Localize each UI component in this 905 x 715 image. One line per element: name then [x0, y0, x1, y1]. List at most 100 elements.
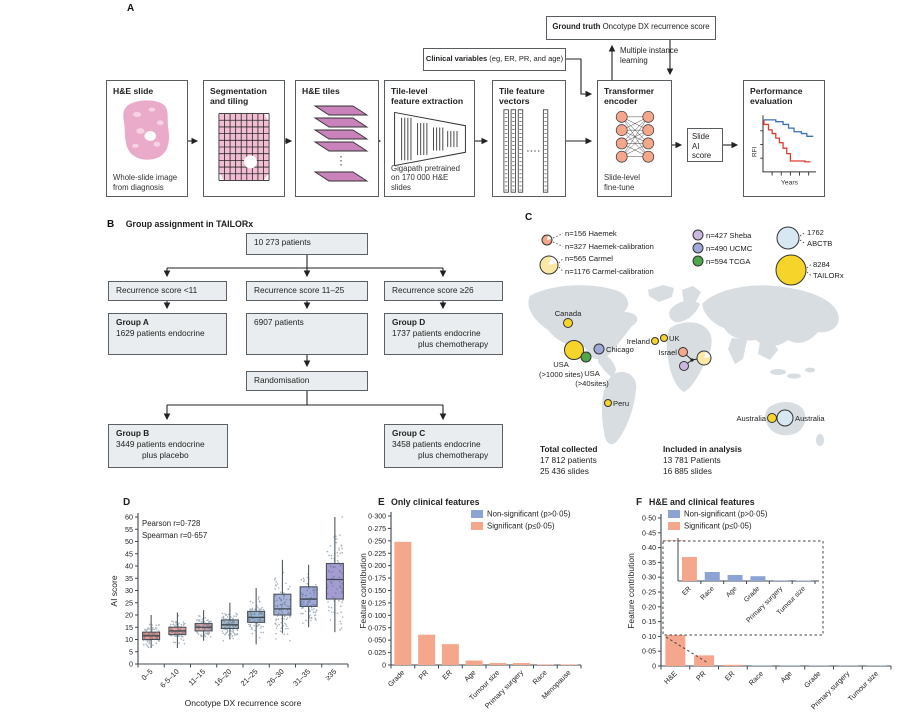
tissue-slide-icon	[123, 100, 170, 160]
svg-text:11–15: 11–15	[187, 667, 208, 688]
group-c-title: Group C	[392, 428, 426, 438]
svg-text:n=594 TCGA: n=594 TCGA	[706, 257, 751, 266]
inset-bar	[750, 576, 766, 581]
map-site	[679, 361, 689, 371]
svg-text:ABCTB: ABCTB	[807, 239, 832, 248]
bar	[560, 664, 578, 665]
bar	[780, 665, 801, 666]
svg-text:D: D	[123, 497, 130, 508]
svg-text:Ireland: Ireland	[627, 337, 650, 346]
svg-text:Spearman r=0·657: Spearman r=0·657	[142, 531, 207, 540]
clinical-variables-rest: (eg, ER, PR, and age)	[487, 54, 564, 63]
svg-text:Australia: Australia	[795, 414, 825, 423]
legend-item: 8284 TAILORx	[775, 254, 844, 286]
svg-text:0·30: 0·30	[642, 575, 656, 582]
svg-text:n=1176 Carmel-calibration: n=1176 Carmel-calibration	[565, 267, 654, 276]
continents	[528, 285, 839, 446]
box-plot-box	[194, 610, 213, 641]
map-site: Australia	[776, 409, 825, 427]
svg-text:60: 60	[125, 513, 133, 522]
svg-text:Age: Age	[778, 669, 793, 684]
group-c-line: 3458 patients endocrine	[392, 438, 481, 449]
barchart-he-clinical: F H&E and clinical features 0 0·05 0·10 0·15 0…	[626, 497, 892, 711]
svg-text:16–20: 16–20	[212, 667, 233, 688]
inset-bar	[796, 580, 812, 581]
svg-text:1762: 1762	[807, 228, 824, 237]
svg-text:10: 10	[125, 635, 133, 644]
svg-text:0·40: 0·40	[642, 545, 656, 552]
svg-text:ER: ER	[681, 585, 693, 597]
node-total-patients: 10 273 patients	[246, 233, 368, 255]
node-rs-low: Recurrence score <11	[108, 281, 227, 301]
step-feature-extraction: Tile-level feature extraction Gigapath p…	[384, 80, 475, 197]
mil-label: Multiple instance learning	[620, 46, 679, 65]
svg-text:Chicago: Chicago	[606, 345, 634, 354]
svg-text:Australia: Australia	[736, 414, 766, 423]
svg-text:n=327 Haemek-calibration: n=327 Haemek-calibration	[565, 242, 654, 251]
svg-text:0·10: 0·10	[642, 634, 656, 641]
totals-analysis: Included in analysis 13 781 Patients 16 …	[663, 444, 793, 477]
svg-text:F: F	[636, 497, 642, 508]
svg-text:n=490 UCMC: n=490 UCMC	[706, 244, 753, 253]
group-a-line: 1629 patients endocrine	[116, 327, 205, 338]
svg-text:0·200: 0·200	[368, 563, 386, 570]
clinical-variables-box: Clinical variables (eg, ER, PR, and age)	[423, 48, 566, 71]
scatter-points	[300, 573, 318, 625]
svg-text:0·075: 0·075	[368, 625, 386, 632]
step-title: H&E tiles	[302, 86, 340, 96]
svg-text:0·50: 0·50	[642, 516, 656, 523]
svg-text:Age: Age	[462, 668, 477, 683]
step-he-tiles: H&E tiles	[295, 80, 379, 197]
group-d-title: Group D	[392, 317, 426, 327]
legend-item: n=427 Sheba	[692, 229, 752, 241]
svg-text:0·25: 0·25	[642, 590, 656, 597]
svg-text:Feature contribution: Feature contribution	[626, 553, 636, 629]
map-site: Ireland	[627, 337, 659, 346]
km-plot-icon: RFI Years	[752, 115, 816, 187]
svg-text:Tumour size: Tumour size	[846, 669, 880, 703]
svg-text:0: 0	[382, 663, 386, 670]
svg-text:0·45: 0·45	[642, 530, 656, 537]
box-plot-box	[142, 615, 161, 649]
box-plot-box	[220, 602, 239, 642]
bar	[722, 664, 743, 666]
scatter-points	[194, 615, 213, 638]
step-transformer: Transformer encoder Slide-level fine-tun…	[597, 80, 672, 197]
group-b-title: Group B	[116, 428, 150, 438]
svg-text:21–25: 21–25	[239, 667, 260, 688]
tumour-hole	[144, 131, 157, 142]
neural-net-icon	[615, 111, 654, 163]
legend-item: n=594 TCGA	[692, 255, 751, 267]
legend-swatch	[668, 510, 680, 518]
svg-text:35: 35	[125, 574, 133, 583]
ground-truth-bold: Ground truth	[552, 22, 601, 31]
legend-item: n=156 Haemek n=327 Haemek-calibration	[541, 229, 654, 251]
step-caption: Gigapath pretrained on 170 000 H&E slide…	[391, 163, 460, 192]
bar	[465, 660, 483, 665]
svg-text:Peru: Peru	[613, 399, 629, 408]
node-group-d: Group D 1737 patients endocrine plus che…	[384, 313, 503, 355]
svg-text:PR: PR	[417, 668, 430, 681]
node-mid-patients: 6907 patients	[246, 313, 368, 355]
node-group-c: Group C 3458 patients endocrine plus che…	[384, 424, 503, 468]
svg-text:0·300: 0·300	[368, 514, 386, 521]
ground-truth-box: Ground truth Oncotype DX recurrence scor…	[546, 16, 716, 40]
svg-text:n=565 Carmel: n=565 Carmel	[565, 254, 613, 263]
svg-text:(>1000 sites): (>1000 sites)	[539, 370, 584, 379]
bar	[837, 665, 858, 666]
svg-text:0·225: 0·225	[368, 551, 386, 558]
map-site: Australia	[736, 413, 777, 423]
svg-text:E: E	[378, 497, 385, 508]
svg-text:Canada: Canada	[555, 309, 582, 318]
scatter-points	[326, 516, 344, 631]
svg-text:0·175: 0·175	[368, 576, 386, 583]
svg-text:H&E and clinical features: H&E and clinical features	[649, 497, 755, 507]
svg-text:15: 15	[125, 623, 133, 632]
inset-bar	[773, 580, 789, 581]
panel-b-header: B Group assignment in TAILORx	[107, 214, 253, 232]
totals-collected: Total collected 17 812 patients 25 436 s…	[540, 444, 658, 477]
legend-swatch	[668, 522, 680, 530]
svg-text:0: 0	[652, 664, 656, 671]
node-group-b: Group B 3449 patients endocrine plus pla…	[108, 424, 228, 468]
